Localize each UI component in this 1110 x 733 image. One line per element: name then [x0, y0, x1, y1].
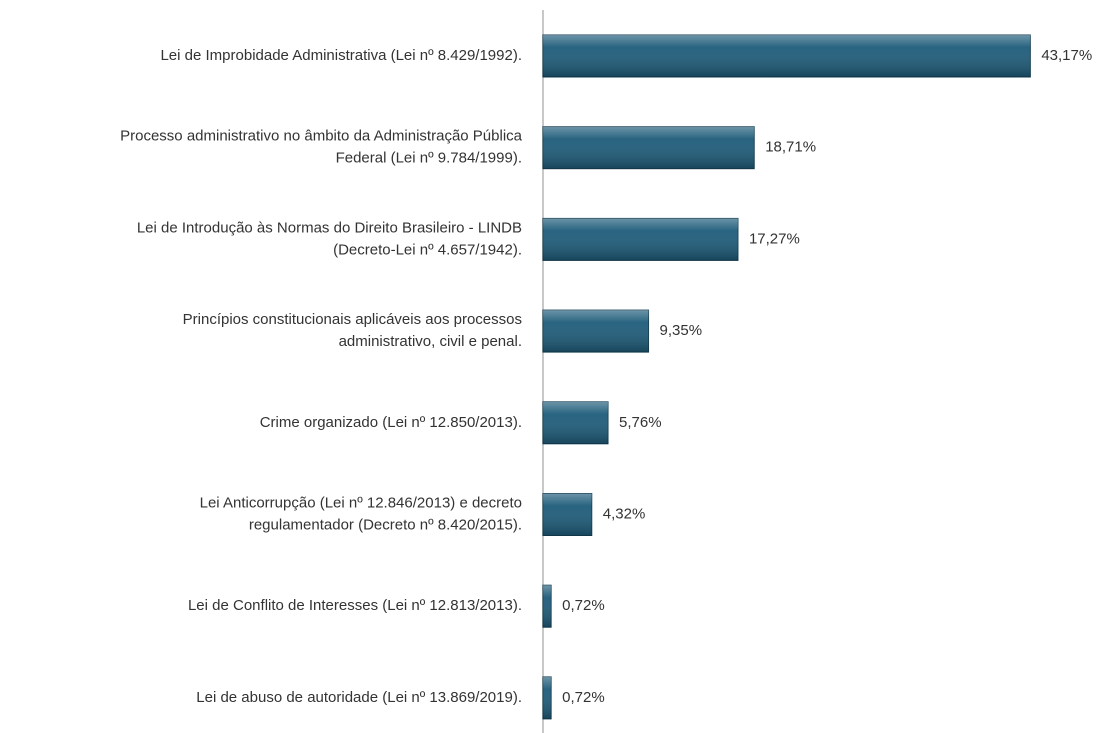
category-label: Lei de Improbidade Administrativa (Lei n…: [160, 47, 522, 64]
bar: [542, 584, 552, 628]
bar: [542, 126, 755, 170]
category-label: Processo administrativo no âmbito da Adm…: [120, 128, 523, 145]
value-label: 17,27%: [749, 230, 800, 247]
category-label: Lei de Introdução às Normas do Direito B…: [137, 219, 522, 236]
category-label: (Decreto-Lei nº 4.657/1942).: [333, 241, 522, 258]
value-label: 9,35%: [660, 322, 703, 339]
bar: [542, 34, 1031, 78]
category-label: Princípios constitucionais aplicáveis ao…: [183, 311, 522, 328]
bar: [542, 401, 609, 445]
category-label: Crime organizado (Lei nº 12.850/2013).: [260, 414, 522, 431]
value-label: 5,76%: [619, 414, 662, 431]
value-label: 0,72%: [562, 597, 605, 614]
bar: [542, 309, 650, 353]
bar: [542, 217, 739, 261]
bar: [542, 493, 593, 536]
value-label: 43,17%: [1041, 47, 1092, 64]
category-label: Lei de Conflito de Interesses (Lei nº 12…: [188, 597, 522, 614]
category-label: Lei Anticorrupção (Lei nº 12.846/2013) e…: [200, 494, 522, 511]
category-label: regulamentador (Decreto nº 8.420/2015).: [249, 516, 522, 533]
value-label: 0,72%: [562, 689, 605, 706]
value-label: 18,71%: [765, 139, 816, 156]
value-label: 4,32%: [603, 505, 646, 522]
category-label: Lei de abuso de autoridade (Lei nº 13.86…: [196, 689, 522, 706]
category-label: administrativo, civil e penal.: [339, 333, 522, 350]
bar: [542, 676, 552, 720]
category-label: Federal (Lei nº 9.784/1999).: [336, 150, 522, 167]
